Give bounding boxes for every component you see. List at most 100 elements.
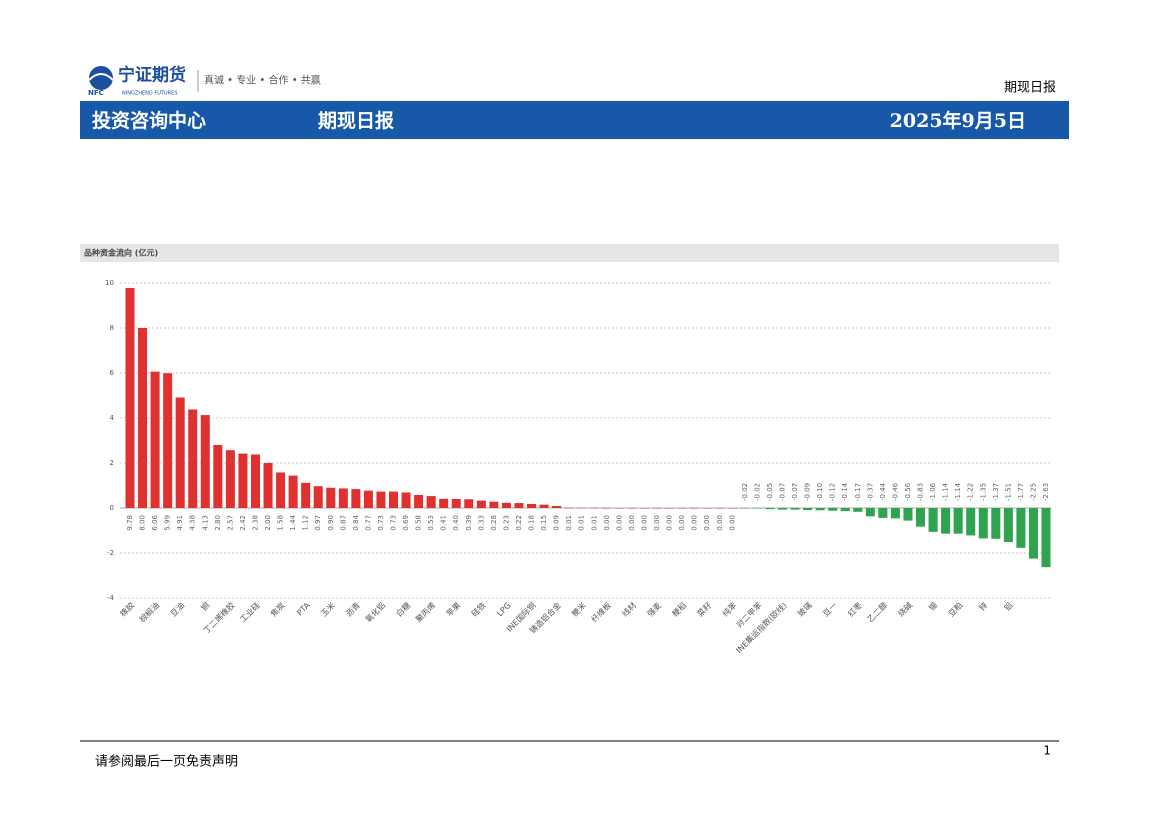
value-label: 2.42 <box>239 515 247 531</box>
bar <box>953 508 963 534</box>
value-label: 0.00 <box>728 515 736 531</box>
value-label: 1.58 <box>277 515 285 531</box>
value-label: 4.91 <box>176 515 184 531</box>
value-label: -2.25 <box>1029 483 1037 501</box>
value-label: 0.01 <box>590 515 598 531</box>
value-label: -1.06 <box>929 482 937 501</box>
bar <box>803 508 813 511</box>
bar <box>439 498 449 508</box>
value-label: 0.58 <box>415 515 423 531</box>
bar <box>326 487 336 508</box>
x-tick-label: 铝 <box>1002 600 1015 613</box>
bar <box>828 508 838 511</box>
bar <box>614 508 624 509</box>
value-label: 4.38 <box>189 515 197 531</box>
value-label: 0.00 <box>678 515 686 531</box>
value-label: 0.01 <box>565 515 573 531</box>
value-label: 0.00 <box>703 515 711 531</box>
bar <box>363 490 373 508</box>
bar <box>138 328 148 508</box>
x-tick-label: 烧碱 <box>896 600 914 618</box>
y-tick-label: 10 <box>105 279 114 287</box>
x-tick-label: LPG <box>495 601 512 618</box>
bar <box>200 415 210 508</box>
x-tick-label: 纤维板 <box>589 600 613 624</box>
bar <box>501 502 511 508</box>
value-label: 0.09 <box>553 515 561 531</box>
logo-en: NINGZHENG FUTURES <box>122 91 177 97</box>
bar <box>476 500 486 508</box>
x-tick-label: 锡 <box>927 601 939 613</box>
bar <box>627 508 637 509</box>
x-tick-label: 菜籽 <box>695 600 713 618</box>
value-label: 0.01 <box>578 515 586 531</box>
bar <box>727 508 737 509</box>
plot: -4 -2 0 2 4 6 8 10 9.78 橡胶 8.00 6.06 棕榈油 5.99 4.91 豆油 4.… <box>105 279 1052 655</box>
bar <box>677 508 687 509</box>
value-label: 0.90 <box>327 515 335 531</box>
x-tick-label: 粳稻 <box>670 600 688 618</box>
value-label: -1.14 <box>942 482 950 501</box>
value-label: 0.00 <box>615 515 623 531</box>
bar <box>765 508 775 510</box>
bar <box>941 508 951 534</box>
bar <box>376 491 386 508</box>
value-label: 0.00 <box>716 515 724 531</box>
department: 投资咨询中心 <box>92 109 206 132</box>
page-number: 1 <box>1043 744 1051 758</box>
value-label: -1.22 <box>967 483 975 501</box>
x-tick-label: 粳米 <box>570 600 588 618</box>
bar <box>790 508 800 510</box>
bar <box>1041 508 1051 568</box>
bar <box>589 507 599 509</box>
x-tick-label: 聚丙烯 <box>413 600 437 624</box>
x-tick-label: 乙二醇 <box>865 600 889 624</box>
bar <box>665 508 675 509</box>
value-label: 0.00 <box>640 515 648 531</box>
value-label: 1.12 <box>302 515 310 531</box>
value-label: 0.73 <box>390 515 398 531</box>
x-tick-label: 豆油 <box>168 600 186 618</box>
y-tick-label: 2 <box>110 459 114 467</box>
bar <box>225 450 235 508</box>
value-label: 0.41 <box>440 515 448 531</box>
bar <box>740 508 750 509</box>
bar <box>978 508 988 539</box>
bar <box>840 508 850 512</box>
x-tick-label: 氧化铝 <box>363 600 387 624</box>
bar <box>464 499 474 508</box>
banner <box>80 101 1069 139</box>
x-tick-label: 锌 <box>977 600 990 613</box>
date: 2025年9月5日 <box>890 109 1026 132</box>
value-label: -0.37 <box>866 483 874 501</box>
value-label: 6.06 <box>151 514 159 530</box>
bar <box>238 453 248 508</box>
bar <box>125 287 135 508</box>
value-label: 0.53 <box>427 515 435 531</box>
value-label: 0.69 <box>402 515 410 531</box>
x-tick-label: 玻璃 <box>795 600 813 618</box>
value-label: 2.38 <box>251 515 259 531</box>
bar <box>903 508 913 521</box>
bar <box>853 508 863 512</box>
value-label: 0.00 <box>691 515 699 531</box>
x-tick-label: 豆一 <box>821 601 839 619</box>
bar <box>991 508 1001 539</box>
value-label: 0.22 <box>515 515 523 531</box>
bar <box>652 508 662 509</box>
value-label: 2.00 <box>264 515 272 531</box>
bar <box>514 503 524 508</box>
bar <box>966 508 976 536</box>
bar <box>890 508 900 519</box>
bar <box>1016 508 1026 548</box>
bar <box>414 494 424 508</box>
value-label: 0.00 <box>603 515 611 531</box>
value-label: 0.87 <box>339 515 347 531</box>
y-tick-label: 0 <box>110 504 114 512</box>
value-label: 8.00 <box>139 515 147 531</box>
value-label: -1.35 <box>979 483 987 501</box>
value-label: 5.99 <box>164 515 172 531</box>
bar <box>250 454 260 508</box>
x-tick-label: PTA <box>295 600 312 617</box>
